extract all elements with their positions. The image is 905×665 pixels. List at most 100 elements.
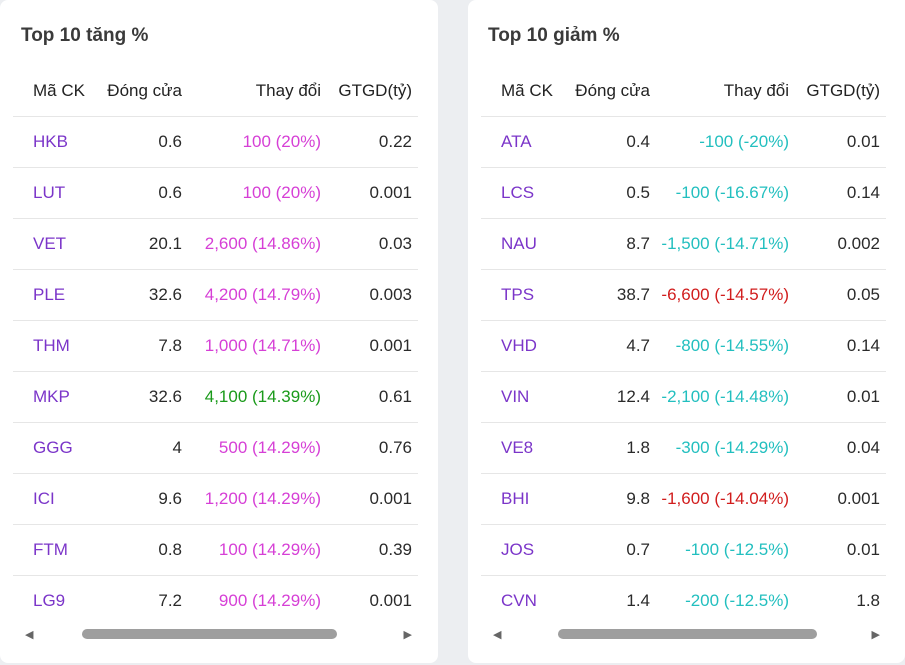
table-row[interactable]: VET 20.1 2,600 (14.86%) 0.03 [13,219,418,270]
price-change: -100 (-16.67%) [675,183,789,202]
table-row[interactable]: ICI 9.6 1,200 (14.29%) 0.001 [13,474,418,525]
stock-symbol[interactable]: ICI [33,489,55,508]
table-row[interactable]: PLE 32.6 4,200 (14.79%) 0.003 [13,270,418,321]
table-row[interactable]: VE8 1.8 -300 (-14.29%) 0.04 [481,423,886,474]
table-row[interactable]: FTM 0.8 100 (14.29%) 0.39 [13,525,418,576]
stock-symbol[interactable]: VET [33,234,67,253]
stock-symbol[interactable]: BHI [501,489,530,508]
header-value: GTGD(tỷ) [806,81,880,100]
stock-symbol[interactable]: PLE [33,285,66,304]
table-row[interactable]: MKP 32.6 4,100 (14.39%) 0.61 [13,372,418,423]
stock-symbol[interactable]: NAU [501,234,537,253]
close-price: 32.6 [148,285,182,304]
stock-symbol[interactable]: VHD [501,336,537,355]
stock-symbol[interactable]: LCS [501,183,535,202]
close-price: 9.8 [626,489,650,508]
close-price: 32.6 [148,387,182,406]
trade-value: 0.01 [846,387,880,406]
top-gainers-card: Top 10 tăng % Mã CK Đóng cửa Thay đổi GT… [0,0,438,663]
trade-value: 0.05 [846,285,880,304]
stock-symbol[interactable]: GGG [33,438,73,457]
price-change: 4,100 (14.39%) [204,387,321,406]
stock-symbol[interactable]: CVN [501,591,537,610]
stock-symbol[interactable]: TPS [501,285,535,304]
price-change: -2,100 (-14.48%) [661,387,789,406]
trade-value: 0.14 [846,336,880,355]
close-price: 4 [172,438,182,457]
losers-rows: ATA 0.4 -100 (-20%) 0.01 LCS 0.5 -100 (-16.67%… [481,117,886,627]
price-change: 4,200 (14.79%) [204,285,321,304]
table-row[interactable]: ATA 0.4 -100 (-20%) 0.01 [481,117,886,168]
table-row[interactable]: GGG 4 500 (14.29%) 0.76 [13,423,418,474]
header-value: GTGD(tỷ) [338,81,412,100]
scrollbar-thumb[interactable] [82,629,337,639]
stock-symbol[interactable]: FTM [33,540,68,559]
price-change: 500 (14.29%) [218,438,321,457]
header-symbol: Mã CK [33,81,85,100]
stock-symbol[interactable]: VE8 [501,438,534,457]
table-row[interactable]: VIN 12.4 -2,100 (-14.48%) 0.01 [481,372,886,423]
close-price: 7.2 [158,591,182,610]
scroll-left-arrow-icon[interactable]: ◀ [25,629,34,641]
close-price: 0.6 [158,132,182,151]
card-title: Top 10 giảm % [488,25,620,46]
table-row[interactable]: VHD 4.7 -800 (-14.55%) 0.14 [481,321,886,372]
stock-symbol[interactable]: ATA [501,132,532,151]
price-change: -1,500 (-14.71%) [661,234,789,253]
close-price: 1.8 [626,438,650,457]
top-losers-card: Top 10 giảm % Mã CK Đóng cửa Thay đổi GT… [468,0,905,663]
header-close: Đóng cửa [107,81,182,100]
price-change: -100 (-12.5%) [685,540,789,559]
stock-symbol[interactable]: VIN [501,387,530,406]
price-change: 900 (14.29%) [218,591,321,610]
trade-value: 0.14 [846,183,880,202]
table-row[interactable]: BHI 9.8 -1,600 (-14.04%) 0.001 [481,474,886,525]
close-price: 9.6 [158,489,182,508]
gainers-table: Mã CK Đóng cửa Thay đổi GTGD(tỷ) HKB 0.6 1… [13,66,418,627]
scroll-right-arrow-icon[interactable]: ▶ [871,629,880,641]
table-row[interactable]: HKB 0.6 100 (20%) 0.22 [13,117,418,168]
header-change: Thay đổi [723,81,789,100]
close-price: 0.4 [626,132,650,151]
trade-value: 0.22 [378,132,412,151]
price-change: 100 (20%) [242,132,321,151]
stock-symbol[interactable]: MKP [33,387,70,406]
table-row[interactable]: CVN 1.4 -200 (-12.5%) 1.8 [481,576,886,627]
close-price: 4.7 [626,336,650,355]
table-row[interactable]: NAU 8.7 -1,500 (-14.71%) 0.002 [481,219,886,270]
trade-value: 0.001 [369,591,412,610]
trade-value: 0.61 [378,387,412,406]
price-change: -1,600 (-14.04%) [661,489,789,508]
stock-symbol[interactable]: THM [33,336,70,355]
stock-symbol[interactable]: HKB [33,132,68,151]
table-row[interactable]: THM 7.8 1,000 (14.71%) 0.001 [13,321,418,372]
stock-symbol[interactable]: LUT [33,183,66,202]
scroll-left-arrow-icon[interactable]: ◀ [493,629,502,641]
scroll-right-arrow-icon[interactable]: ▶ [403,629,412,641]
table-row[interactable]: JOS 0.7 -100 (-12.5%) 0.01 [481,525,886,576]
close-price: 38.7 [616,285,650,304]
stock-symbol[interactable]: JOS [501,540,535,559]
scrollbar-thumb[interactable] [558,629,817,639]
table-row[interactable]: LCS 0.5 -100 (-16.67%) 0.14 [481,168,886,219]
close-price: 1.4 [626,591,650,610]
horizontal-scrollbar[interactable]: ◀ ▶ [481,624,886,644]
trade-value: 0.001 [369,489,412,508]
price-change: -200 (-12.5%) [685,591,789,610]
trade-value: 0.002 [837,234,880,253]
horizontal-scrollbar[interactable]: ◀ ▶ [13,624,418,644]
losers-table: Mã CK Đóng cửa Thay đổi GTGD(tỷ) ATA 0.4 -… [481,66,886,627]
table-row[interactable]: TPS 38.7 -6,600 (-14.57%) 0.05 [481,270,886,321]
trade-value: 0.001 [369,183,412,202]
close-price: 0.7 [626,540,650,559]
table-row[interactable]: LUT 0.6 100 (20%) 0.001 [13,168,418,219]
trade-value: 0.01 [846,132,880,151]
close-price: 12.4 [616,387,650,406]
table-row[interactable]: LG9 7.2 900 (14.29%) 0.001 [13,576,418,627]
price-change: 1,000 (14.71%) [204,336,321,355]
stock-symbol[interactable]: LG9 [33,591,66,610]
close-price: 0.8 [158,540,182,559]
trade-value: 0.04 [846,438,880,457]
header-close: Đóng cửa [575,81,650,100]
card-title: Top 10 tăng % [21,25,149,46]
